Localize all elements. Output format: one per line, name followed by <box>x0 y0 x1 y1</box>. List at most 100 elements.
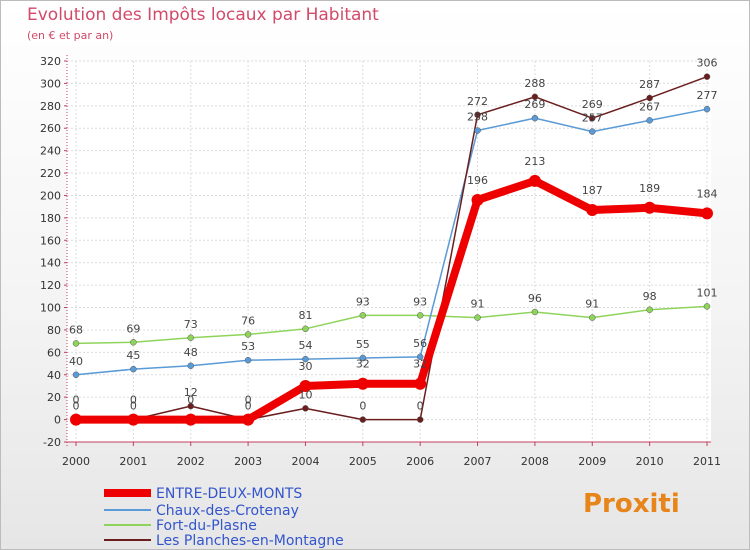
data-point-series-1 <box>474 127 481 134</box>
data-point-series-0 <box>127 413 140 426</box>
data-label-series-1: 48 <box>184 346 198 359</box>
data-label-series-0: 0 <box>130 394 137 407</box>
series-line-1 <box>75 108 708 376</box>
data-label-series-3: 0 <box>417 400 424 413</box>
x-tick-label: 2008 <box>521 455 549 468</box>
data-label-series-2: 91 <box>585 298 599 311</box>
x-tick-label: 2004 <box>291 455 319 468</box>
proxiti-logo: Proxiti <box>583 489 680 519</box>
data-label-series-1: 257 <box>582 112 603 125</box>
data-label-series-2: 98 <box>643 290 657 303</box>
y-tick-label: 40 <box>47 369 61 382</box>
data-point-series-1 <box>646 117 653 124</box>
y-tick-label: 100 <box>40 302 61 315</box>
data-label-series-1: 54 <box>298 339 312 352</box>
data-point-series-1 <box>302 355 309 363</box>
y-tick-label: 140 <box>40 257 61 270</box>
data-label-series-3: 0 <box>130 400 137 413</box>
data-point-series-1 <box>416 353 424 361</box>
data-label-series-3: 269 <box>582 98 603 111</box>
data-point-series-2 <box>416 312 424 319</box>
data-label-series-3: 0 <box>73 400 80 413</box>
data-point-series-0 <box>471 193 484 206</box>
data-point-series-1 <box>187 362 194 370</box>
data-point-series-3 <box>187 402 194 410</box>
data-point-series-2 <box>72 340 80 347</box>
data-point-series-3 <box>302 405 309 412</box>
data-point-series-3 <box>589 114 596 122</box>
data-point-series-1 <box>589 128 596 135</box>
data-label-series-0: 0 <box>73 394 80 407</box>
data-label-series-2: 93 <box>413 295 427 308</box>
x-tick-label: 2006 <box>406 455 434 468</box>
x-tick-label: 2009 <box>578 455 606 468</box>
data-label-series-3: 0 <box>245 400 252 413</box>
data-label-series-3: 287 <box>639 78 660 91</box>
chart-title: Evolution des Impôts locaux par Habitant <box>27 5 379 25</box>
data-point-series-0 <box>184 413 197 426</box>
y-tick-label: 0 <box>54 414 61 427</box>
y-tick-label: 280 <box>40 100 61 113</box>
y-tick-label: 160 <box>40 234 61 247</box>
data-label-series-2: 81 <box>298 309 312 322</box>
data-label-series-3: 0 <box>359 400 366 413</box>
data-label-series-0: 32 <box>413 358 427 371</box>
data-point-series-0 <box>586 204 599 217</box>
data-point-series-3 <box>474 111 481 119</box>
data-label-series-1: 40 <box>69 355 83 368</box>
data-point-series-1 <box>359 354 367 362</box>
y-tick-label: 320 <box>40 55 61 68</box>
y-tick-label: 200 <box>40 189 61 202</box>
data-point-series-0 <box>299 379 312 392</box>
data-label-series-2: 76 <box>241 314 255 327</box>
data-point-series-1 <box>72 371 80 379</box>
data-label-series-3: 10 <box>298 388 312 401</box>
data-point-series-2 <box>302 325 309 333</box>
data-point-series-0 <box>242 413 255 426</box>
data-point-series-0 <box>643 201 656 214</box>
y-tick-label: 180 <box>40 212 61 225</box>
data-label-series-2: 96 <box>528 292 542 305</box>
series-line-0 <box>72 176 711 424</box>
data-label-series-3: 288 <box>524 77 545 90</box>
data-label-series-2: 93 <box>356 295 370 308</box>
data-label-series-1: 53 <box>241 340 255 353</box>
data-label-series-0: 196 <box>467 174 488 187</box>
data-point-series-0 <box>528 174 541 187</box>
logo-text: Proxiti <box>583 489 680 519</box>
data-label-series-0: 189 <box>639 182 660 195</box>
data-point-series-0 <box>414 377 427 390</box>
data-label-series-0: 0 <box>187 394 194 407</box>
data-label-series-0: 32 <box>356 358 370 371</box>
data-label-series-2: 68 <box>69 323 83 336</box>
y-tick-label: 260 <box>40 122 61 135</box>
data-point-series-0 <box>356 377 369 390</box>
data-point-series-1 <box>130 365 137 373</box>
data-label-series-3: 306 <box>697 57 718 70</box>
data-point-series-2 <box>187 334 194 342</box>
data-point-series-2 <box>646 306 653 314</box>
data-point-series-2 <box>359 312 367 319</box>
x-tick-label: 2011 <box>693 455 721 468</box>
data-point-series-2 <box>244 331 252 338</box>
data-point-series-2 <box>589 314 596 321</box>
y-tick-label: -20 <box>43 436 61 449</box>
data-label-series-0: 187 <box>582 184 603 197</box>
data-point-series-1 <box>531 114 539 122</box>
data-label-series-0: 213 <box>524 155 545 168</box>
legend-label-2: Fort-du-Plasne <box>156 518 257 534</box>
data-point-series-3 <box>646 94 653 102</box>
data-point-series-3 <box>416 416 424 423</box>
plot-area <box>67 61 711 442</box>
x-tick-label: 2000 <box>62 455 90 468</box>
data-point-series-2 <box>703 303 711 310</box>
x-tick-label: 2007 <box>464 455 492 468</box>
legend-label-0: ENTRE-DEUX-MONTS <box>156 486 302 502</box>
data-label-series-1: 56 <box>413 337 427 350</box>
data-point-series-2 <box>474 314 481 321</box>
data-label-series-1: 55 <box>356 338 370 351</box>
data-label-series-0: 30 <box>298 360 312 373</box>
y-tick-label: 20 <box>47 391 61 404</box>
data-label-series-1: 269 <box>524 98 545 111</box>
